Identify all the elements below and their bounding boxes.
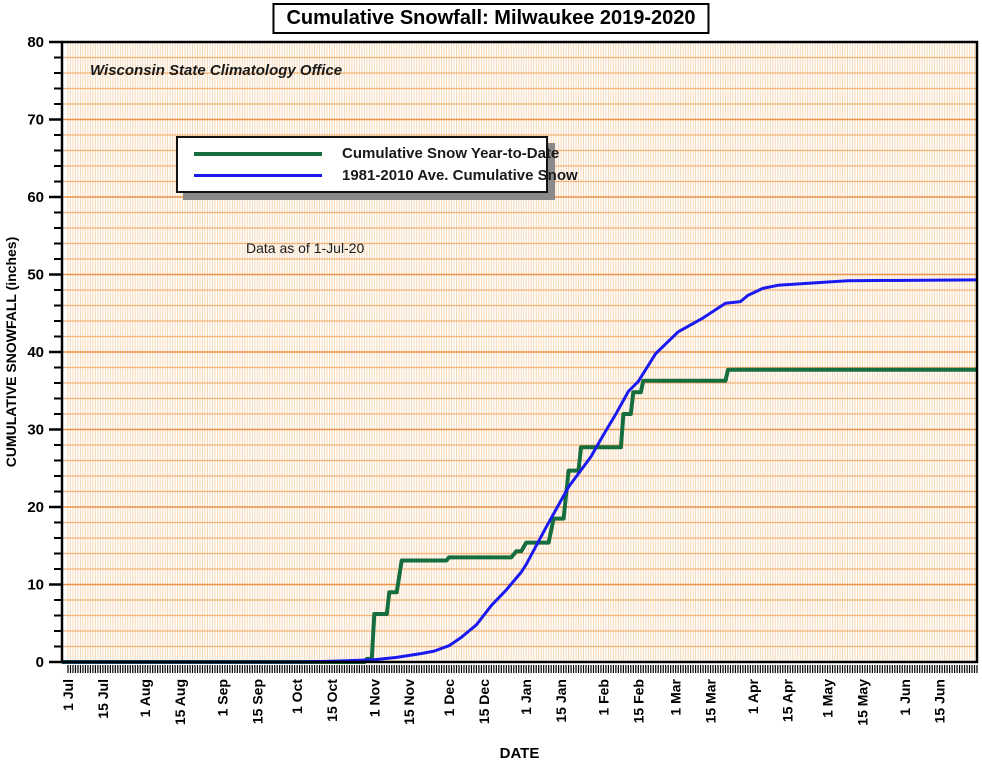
svg-text:50: 50 xyxy=(27,267,44,284)
svg-text:15 Oct: 15 Oct xyxy=(324,679,340,722)
legend-label: 1981-2010 Ave. Cumulative Snow xyxy=(342,167,578,184)
svg-text:15 Mar: 15 Mar xyxy=(703,678,719,723)
svg-text:0: 0 xyxy=(36,654,44,671)
svg-text:15 Feb: 15 Feb xyxy=(630,679,646,723)
svg-text:1 Sep: 1 Sep xyxy=(214,679,230,716)
svg-text:15 Aug: 15 Aug xyxy=(172,679,188,725)
svg-text:15 Dec: 15 Dec xyxy=(476,679,492,724)
chart-title: Cumulative Snowfall: Milwaukee 2019-2020 xyxy=(272,3,710,34)
svg-text:1 Nov: 1 Nov xyxy=(366,679,382,717)
svg-text:15 May: 15 May xyxy=(854,679,870,726)
svg-text:60: 60 xyxy=(27,189,44,206)
legend-label: Cumulative Snow Year-to-Date xyxy=(342,145,560,162)
svg-text:1 Jan: 1 Jan xyxy=(518,679,534,715)
svg-text:1 Apr: 1 Apr xyxy=(745,678,761,714)
legend-line-sample-green xyxy=(194,151,322,156)
legend-item-average: 1981-2010 Ave. Cumulative Snow xyxy=(178,167,578,184)
x-axis-title: DATE xyxy=(500,745,540,762)
svg-text:1 Dec: 1 Dec xyxy=(441,679,457,717)
svg-text:1 May: 1 May xyxy=(820,679,836,718)
annotation-data-as-of: Data as of 1-Jul-20 xyxy=(246,240,365,256)
chart-legend: Cumulative Snow Year-to-Date 1981-2010 A… xyxy=(176,136,578,193)
svg-text:1 Aug: 1 Aug xyxy=(137,679,153,717)
svg-text:15 Sep: 15 Sep xyxy=(249,679,265,724)
annotation-office-name: Wisconsin State Climatology Office xyxy=(90,62,343,79)
svg-text:80: 80 xyxy=(27,34,44,51)
svg-text:70: 70 xyxy=(27,112,44,129)
legend-line-sample-blue xyxy=(194,174,322,177)
svg-text:15 Nov: 15 Nov xyxy=(401,679,417,725)
svg-text:1 Oct: 1 Oct xyxy=(289,679,305,714)
legend-item-ytd: Cumulative Snow Year-to-Date xyxy=(178,145,559,162)
svg-text:30: 30 xyxy=(27,422,44,439)
svg-text:15 Apr: 15 Apr xyxy=(780,678,796,722)
svg-text:15 Jun: 15 Jun xyxy=(932,679,948,723)
svg-text:15 Jul: 15 Jul xyxy=(95,679,111,719)
svg-text:1 Jun: 1 Jun xyxy=(897,679,913,716)
svg-text:15 Jan: 15 Jan xyxy=(553,679,569,723)
svg-text:1 Feb: 1 Feb xyxy=(595,679,611,716)
svg-text:1 Jul: 1 Jul xyxy=(60,679,76,711)
svg-text:1 Mar: 1 Mar xyxy=(668,678,684,715)
y-axis-title: CUMULATIVE SNOWFALL (inches) xyxy=(3,237,19,467)
svg-text:40: 40 xyxy=(27,344,44,361)
svg-text:10: 10 xyxy=(27,577,44,594)
svg-text:20: 20 xyxy=(27,499,44,516)
